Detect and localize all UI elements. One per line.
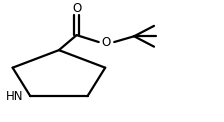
Text: O: O xyxy=(72,2,81,15)
Text: O: O xyxy=(102,36,111,49)
Text: HN: HN xyxy=(6,90,24,103)
